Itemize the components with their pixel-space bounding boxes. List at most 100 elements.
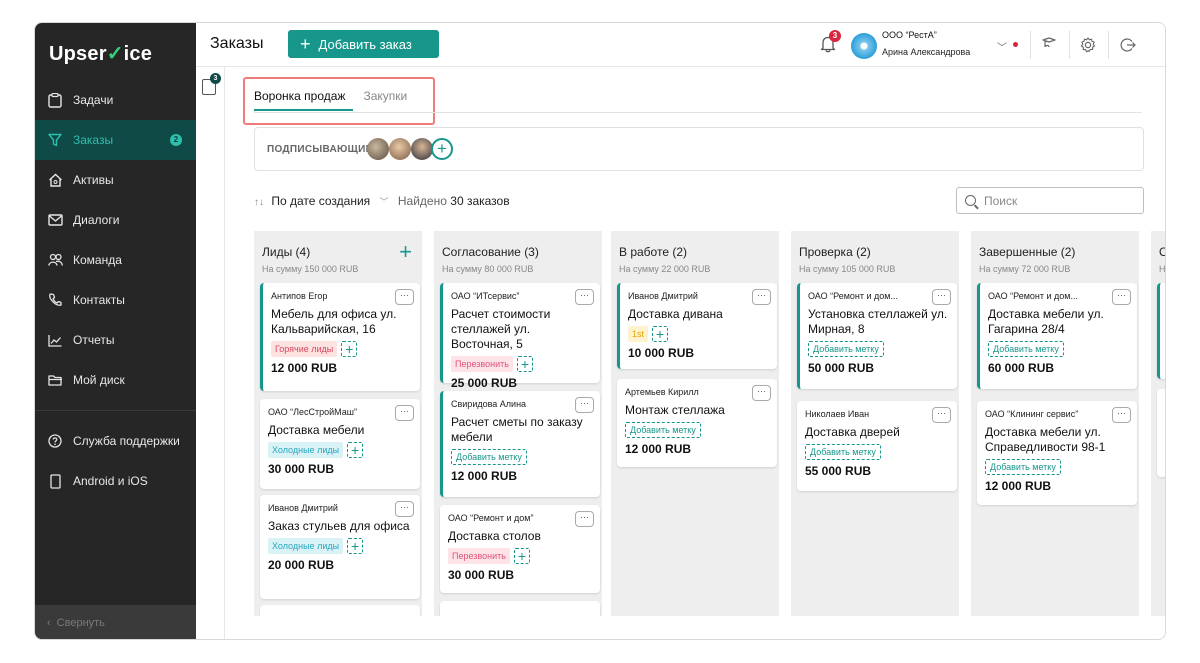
user-name[interactable]: Арина Александрова — [882, 47, 971, 57]
sidebar-item-dialogs[interactable]: Диалоги — [35, 200, 196, 240]
add-label-button[interactable]: Добавить метку — [625, 422, 701, 438]
order-card[interactable]: ОАО “Ремонт и дом... ··· Установка стелл… — [797, 283, 957, 389]
order-card[interactable]: ОАО “ИТсервис” ··· Расчет стоимости стел… — [440, 283, 600, 390]
avatar[interactable] — [367, 138, 389, 160]
mail-icon — [47, 212, 63, 228]
card-tags: 1st + — [628, 326, 769, 342]
card-price: 25 000 RUB — [451, 376, 518, 390]
sidebar-item-assets[interactable]: Активы — [35, 160, 196, 200]
kanban-column: Завершенные (2) На сумму 72 000 RUB ОАО … — [971, 231, 1139, 616]
card-title: Расчет стоимости стеллажей ул. Восточная… — [451, 307, 551, 351]
search-input[interactable]: Поиск — [956, 187, 1144, 214]
logout-icon[interactable] — [1118, 35, 1138, 55]
kanban-column: Лиды (4) На сумму 150 000 RUB + Антипов … — [254, 231, 422, 616]
order-card[interactable]: Иванов Дмитрий ··· Заказ стульев для офи… — [260, 495, 420, 599]
gear-icon[interactable] — [1078, 35, 1098, 55]
add-tag-button[interactable]: + — [516, 356, 533, 372]
add-label-button[interactable]: Д — [1165, 432, 1166, 448]
results-count: Найдено 30 заказов — [397, 194, 510, 208]
add-label-button[interactable]: Добавить метку — [985, 459, 1061, 475]
add-tag-button[interactable]: + — [341, 341, 358, 357]
add-tag-button[interactable]: + — [347, 538, 364, 554]
card-client: ОАО “Ремонт и дом... — [808, 291, 898, 301]
tag[interactable]: Холодные лиды — [268, 442, 344, 458]
chevron-down-icon[interactable]: ﹀ — [379, 197, 389, 207]
sidebar-item-contacts[interactable]: Контакты — [35, 280, 196, 320]
sort-dropdown[interactable]: По дате создания — [271, 194, 371, 208]
more-options-icon[interactable]: ··· — [932, 407, 951, 423]
sidebar-item-tasks[interactable]: Задачи — [35, 80, 196, 120]
more-options-icon[interactable]: ··· — [1112, 289, 1131, 305]
order-card[interactable]: О Р Д 1 — [1157, 283, 1165, 379]
more-options-icon[interactable]: ··· — [575, 289, 594, 305]
sidebar-item-support[interactable]: Служба поддержки — [35, 421, 196, 461]
mobile-icon — [47, 473, 63, 489]
more-options-icon[interactable]: ··· — [575, 511, 594, 527]
filter-panel-icon[interactable] — [202, 79, 216, 95]
graduation-cap-icon[interactable] — [1039, 35, 1059, 55]
sidebar-item-orders[interactable]: Заказы 2 — [35, 120, 196, 160]
add-subscriber-button[interactable]: + — [431, 138, 453, 160]
card-title: Мебель для офиса ул. Кальварийская, 16 — [271, 307, 397, 336]
add-label-button[interactable]: Добавить метку — [988, 341, 1064, 357]
sidebar-item-reports[interactable]: Отчеты — [35, 320, 196, 360]
order-card[interactable]: Николаев Иван ··· Доставка дверей Добави… — [797, 401, 957, 491]
org-name[interactable]: ООО “РестА” — [882, 30, 937, 40]
more-options-icon[interactable]: ··· — [932, 289, 951, 305]
order-card[interactable]: ОАО “ЛесСтройМаш” ··· Доставка мебели Хо… — [260, 399, 420, 489]
folder-icon — [47, 372, 63, 388]
collapse-sidebar-button[interactable]: ‹ Свернуть — [35, 605, 196, 639]
sort-icon: ↑↓ — [254, 197, 264, 208]
order-card[interactable]: ОАО “Ремонт и дом... ··· Доставка мебели… — [977, 283, 1137, 389]
order-card[interactable]: О Р Д 1 — [1157, 389, 1166, 477]
add-order-button[interactable]: + Добавить заказ — [288, 30, 439, 58]
more-options-icon[interactable]: ··· — [395, 289, 414, 305]
order-card[interactable]: Антипов Егор ··· Мебель для офиса ул. Ка… — [260, 283, 420, 391]
sidebar-item-team[interactable]: Команда — [35, 240, 196, 280]
add-tag-button[interactable]: + — [652, 326, 669, 342]
more-options-icon[interactable]: ··· — [1112, 407, 1131, 423]
more-options-icon[interactable]: ··· — [575, 397, 594, 413]
org-avatar[interactable] — [851, 33, 877, 59]
bell-icon[interactable] — [820, 35, 838, 55]
add-label-button[interactable]: Добавить метку — [805, 444, 881, 460]
sidebar-item-drive[interactable]: Мой диск — [35, 360, 196, 400]
more-options-icon[interactable]: ··· — [395, 405, 414, 421]
tag[interactable]: Горячие лиды — [271, 341, 338, 357]
tag[interactable]: Перезвонить — [448, 548, 510, 564]
chevron-down-icon[interactable]: ﹀ — [997, 43, 1007, 54]
add-card-button[interactable]: + — [399, 239, 412, 264]
card-title: Монтаж стеллажа — [625, 403, 725, 417]
add-tag-button[interactable]: + — [347, 442, 364, 458]
app-logo[interactable]: Upser✓ice — [49, 43, 153, 65]
order-card[interactable]: ОАО “Ремонт и дом” ··· Доставка столов П… — [440, 505, 600, 593]
add-label-button[interactable]: Добавить метку — [451, 449, 527, 465]
avatar[interactable] — [411, 138, 433, 160]
tab-purchases[interactable]: Закупки — [363, 89, 408, 103]
filter-count-badge: 3 — [210, 73, 221, 84]
add-tag-button[interactable]: + — [513, 548, 530, 564]
order-card[interactable]: Иванов Дмитрий ··· Доставка дивана 1st +… — [617, 283, 777, 369]
order-card[interactable]: ОАО “Клининг сервис” ··· Доставка мебели… — [977, 401, 1137, 505]
search-icon — [965, 195, 976, 206]
order-card[interactable]: Артемьев Кирилл ··· Монтаж стеллажа Доба… — [617, 379, 777, 467]
card-client: Свиридова Алина — [451, 399, 527, 409]
collapse-label: Свернуть — [56, 617, 105, 629]
tag[interactable]: 1st — [628, 326, 649, 342]
sidebar-item-mobile[interactable]: Android и iOS — [35, 461, 196, 501]
avatar[interactable] — [389, 138, 411, 160]
more-options-icon[interactable]: ··· — [395, 501, 414, 517]
add-label-button[interactable]: Добавить метку — [808, 341, 884, 357]
order-card[interactable] — [260, 605, 420, 616]
card-tags: Добавить метку — [625, 422, 769, 438]
tab-sales-funnel[interactable]: Воронка продаж — [254, 89, 354, 111]
order-card[interactable] — [440, 601, 600, 616]
order-card[interactable]: Свиридова Алина ··· Расчет сметы по зака… — [440, 391, 600, 497]
more-options-icon[interactable]: ··· — [752, 385, 771, 401]
column-title: Проверка (2) — [799, 245, 871, 259]
tag[interactable]: Холодные лиды — [268, 538, 344, 554]
card-tags: Добавить метку — [805, 444, 949, 460]
card-client: ОАО “ИТсервис” — [451, 291, 520, 301]
tag[interactable]: Перезвонить — [451, 356, 513, 372]
more-options-icon[interactable]: ··· — [752, 289, 771, 305]
